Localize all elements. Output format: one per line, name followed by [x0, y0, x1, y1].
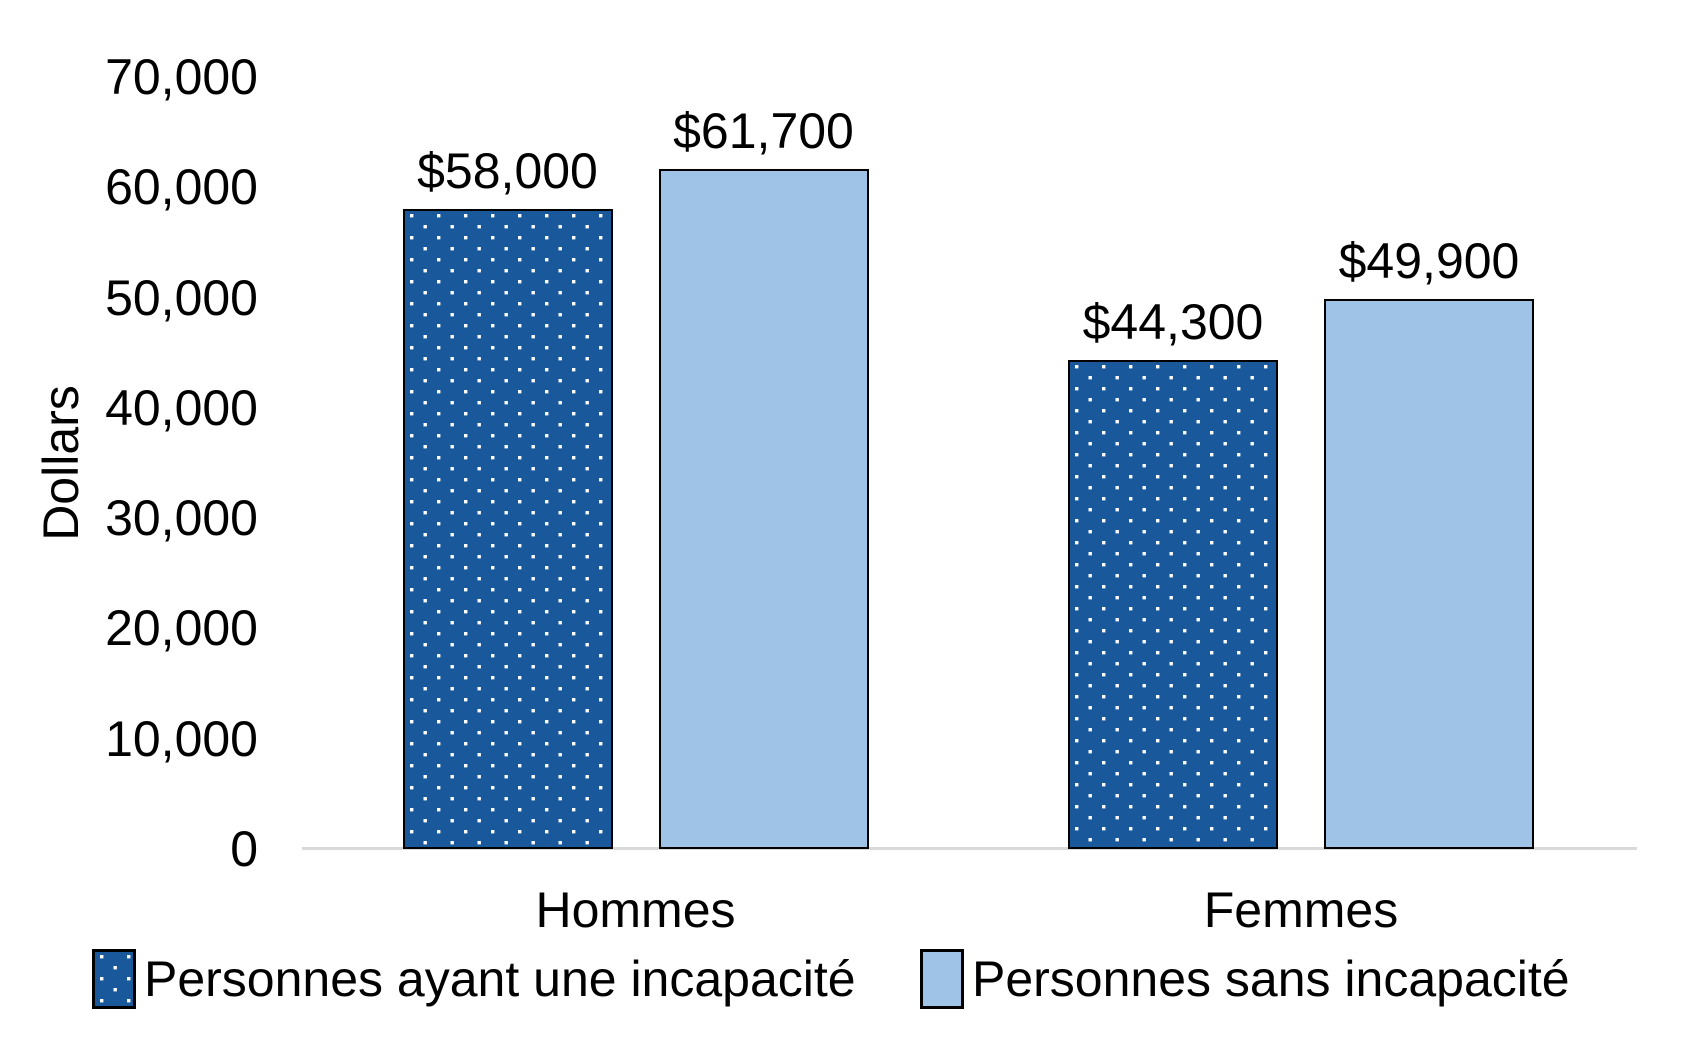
legend-swatch — [920, 949, 964, 1009]
x-axis-line — [302, 847, 1637, 850]
x-category-label: Hommes — [535, 882, 736, 938]
x-category-label: Femmes — [1203, 882, 1399, 938]
y-tick-label: 50,000 — [105, 269, 258, 326]
legend-label: Personnes sans incapacité — [972, 951, 1570, 1007]
legend-item: Personnes sans incapacité — [920, 947, 1570, 1011]
y-tick-label: 10,000 — [105, 710, 258, 767]
legend-item: Personnes ayant une incapacité — [92, 947, 856, 1011]
legend-label: Personnes ayant une incapacité — [144, 951, 856, 1007]
bar-value-label: $58,000 — [417, 143, 598, 199]
bar-value-label: $49,900 — [1338, 233, 1520, 289]
y-tick-label: 30,000 — [105, 490, 258, 547]
bar — [1324, 299, 1534, 849]
bar-value-label: $61,700 — [673, 103, 854, 159]
bar — [402, 209, 613, 849]
y-tick-label: 0 — [230, 821, 258, 877]
y-tick-label: 70,000 — [105, 48, 258, 105]
bar-value-label: $44,300 — [1082, 294, 1264, 350]
y-tick-label: 20,000 — [105, 600, 258, 657]
y-tick-label: 60,000 — [105, 159, 258, 216]
legend-swatch — [92, 949, 136, 1009]
bar — [1068, 360, 1278, 849]
y-tick-label: 40,000 — [105, 379, 258, 436]
bar — [658, 169, 869, 849]
